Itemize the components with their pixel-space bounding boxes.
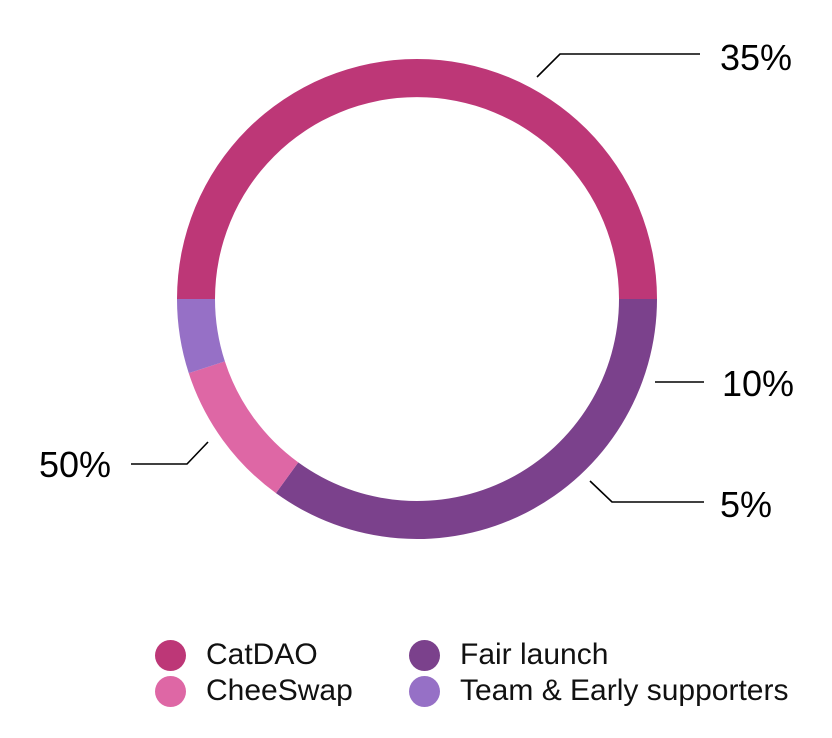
value-label-fair-launch: 35% <box>720 37 792 78</box>
legend-item-team-early-supporters: Team & Early supporters <box>409 672 788 710</box>
legend-label-team-early-supporters: Team & Early supporters <box>460 674 789 707</box>
legend-swatch-team-early-supporters <box>409 675 440 707</box>
donut-slice-team-early-supporters <box>177 299 225 374</box>
legend-swatch-catdao <box>155 639 186 671</box>
legend-swatch-cheeswap <box>155 675 186 707</box>
value-label-team-early-supporters: 5% <box>720 484 772 525</box>
donut-slices <box>177 59 657 540</box>
donut-slice-catdao <box>177 59 657 299</box>
leader-line-fair-launch <box>536 53 700 78</box>
legend-swatch-fair-launch <box>409 639 440 671</box>
leader-lines <box>131 53 704 503</box>
donut-slice-cheeswap <box>188 361 299 494</box>
legend-item-fair-launch: Fair launch <box>409 636 608 674</box>
legend-label-catdao: CatDAO <box>206 638 318 671</box>
leader-line-catdao <box>131 441 209 465</box>
legend-label-cheeswap: CheeSwap <box>206 674 353 707</box>
legend-item-catdao: CatDAO <box>155 636 318 674</box>
percentage-labels: 35% 10% 5% 50% <box>39 37 794 525</box>
value-label-catdao: 50% <box>39 444 111 485</box>
chart-legend: CatDAO Fair launch CheeSwap Team & Early… <box>155 636 815 716</box>
legend-item-cheeswap: CheeSwap <box>155 672 353 710</box>
value-label-cheeswap: 10% <box>722 363 794 404</box>
donut-slice-fair-launch <box>275 299 657 540</box>
leader-line-team-early-supporters <box>589 480 704 503</box>
legend-label-fair-launch: Fair launch <box>460 638 609 671</box>
